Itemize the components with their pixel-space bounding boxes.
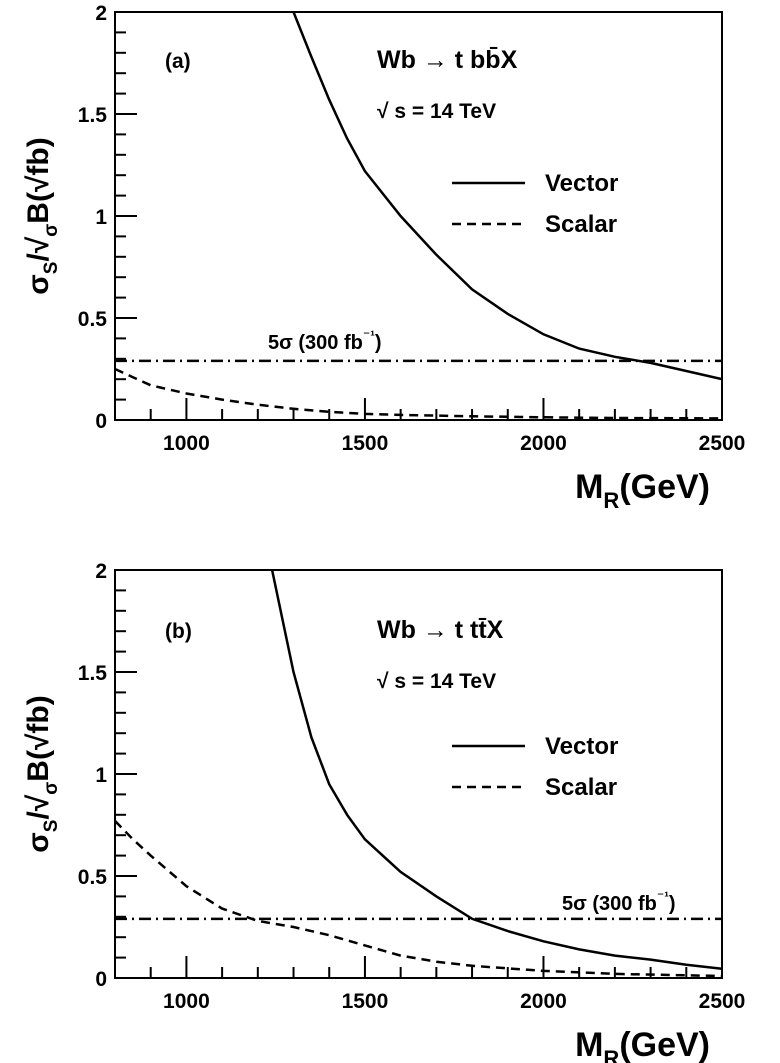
y-tick-label: 1	[95, 764, 107, 787]
y-tick-label: 1	[95, 206, 107, 229]
y-tick-label: 2	[95, 2, 107, 25]
panel-label: (a)	[165, 50, 191, 73]
x-tick-label: 1500	[342, 432, 389, 455]
process-label: Wb → t tt̄X	[377, 616, 504, 644]
x-tick-label: 2500	[699, 990, 746, 1013]
y-tick-label: 2	[95, 560, 107, 583]
threshold-label: 5σ (300 fb⁻¹)	[562, 888, 676, 915]
x-tick-label: 1500	[342, 990, 389, 1013]
threshold-label: 5σ (300 fb⁻¹)	[268, 327, 382, 354]
chart-panel-a: 0 0.5 1 1.5 2 1000 1500 2000 2500 MR(GeV) σS/√σB(√…	[22, 2, 745, 513]
y-tick-label: 1.5	[78, 662, 108, 685]
y-tick-label: 0	[95, 410, 107, 433]
x-tick-label: 1000	[163, 432, 210, 455]
series-line-vector	[292, 12, 722, 381]
x-tick-label: 1000	[163, 990, 210, 1013]
y-tick-label: 0.5	[78, 308, 108, 331]
x-tick-label: 2000	[520, 990, 567, 1013]
legend-label-vector: Vector	[545, 170, 618, 197]
y-tick-label: 0.5	[78, 866, 108, 889]
x-axis-label: MR(GeV)	[575, 1026, 710, 1063]
process-label: Wb → t bb̄X	[377, 45, 518, 74]
legend-label-scalar: Scalar	[545, 211, 617, 238]
y-tick-label: 1.5	[78, 104, 108, 127]
legend-label-vector: Vector	[545, 733, 618, 760]
legend-label-scalar: Scalar	[545, 774, 617, 801]
energy-label: √ s = 14 TeV	[377, 670, 496, 693]
series-line-scalar	[115, 820, 722, 978]
series-line-scalar	[115, 367, 722, 420]
chart-panel-b: 0 0.5 1 1.5 2 1000 1500 2000 2500 MR(GeV) σS/√σB(√…	[22, 560, 745, 1063]
x-tick-label: 2500	[699, 432, 746, 455]
x-tick-label: 2000	[520, 432, 567, 455]
y-axis-label: σS/√σB(√fb)	[22, 137, 62, 294]
y-tick-label: 0	[95, 968, 107, 991]
panel-label: (b)	[165, 620, 192, 643]
x-axis-label: MR(GeV)	[575, 468, 710, 513]
y-axis-label: σS/√σB(√fb)	[22, 695, 62, 852]
energy-label: √ s = 14 TeV	[377, 100, 496, 123]
series-line-vector	[270, 570, 722, 971]
